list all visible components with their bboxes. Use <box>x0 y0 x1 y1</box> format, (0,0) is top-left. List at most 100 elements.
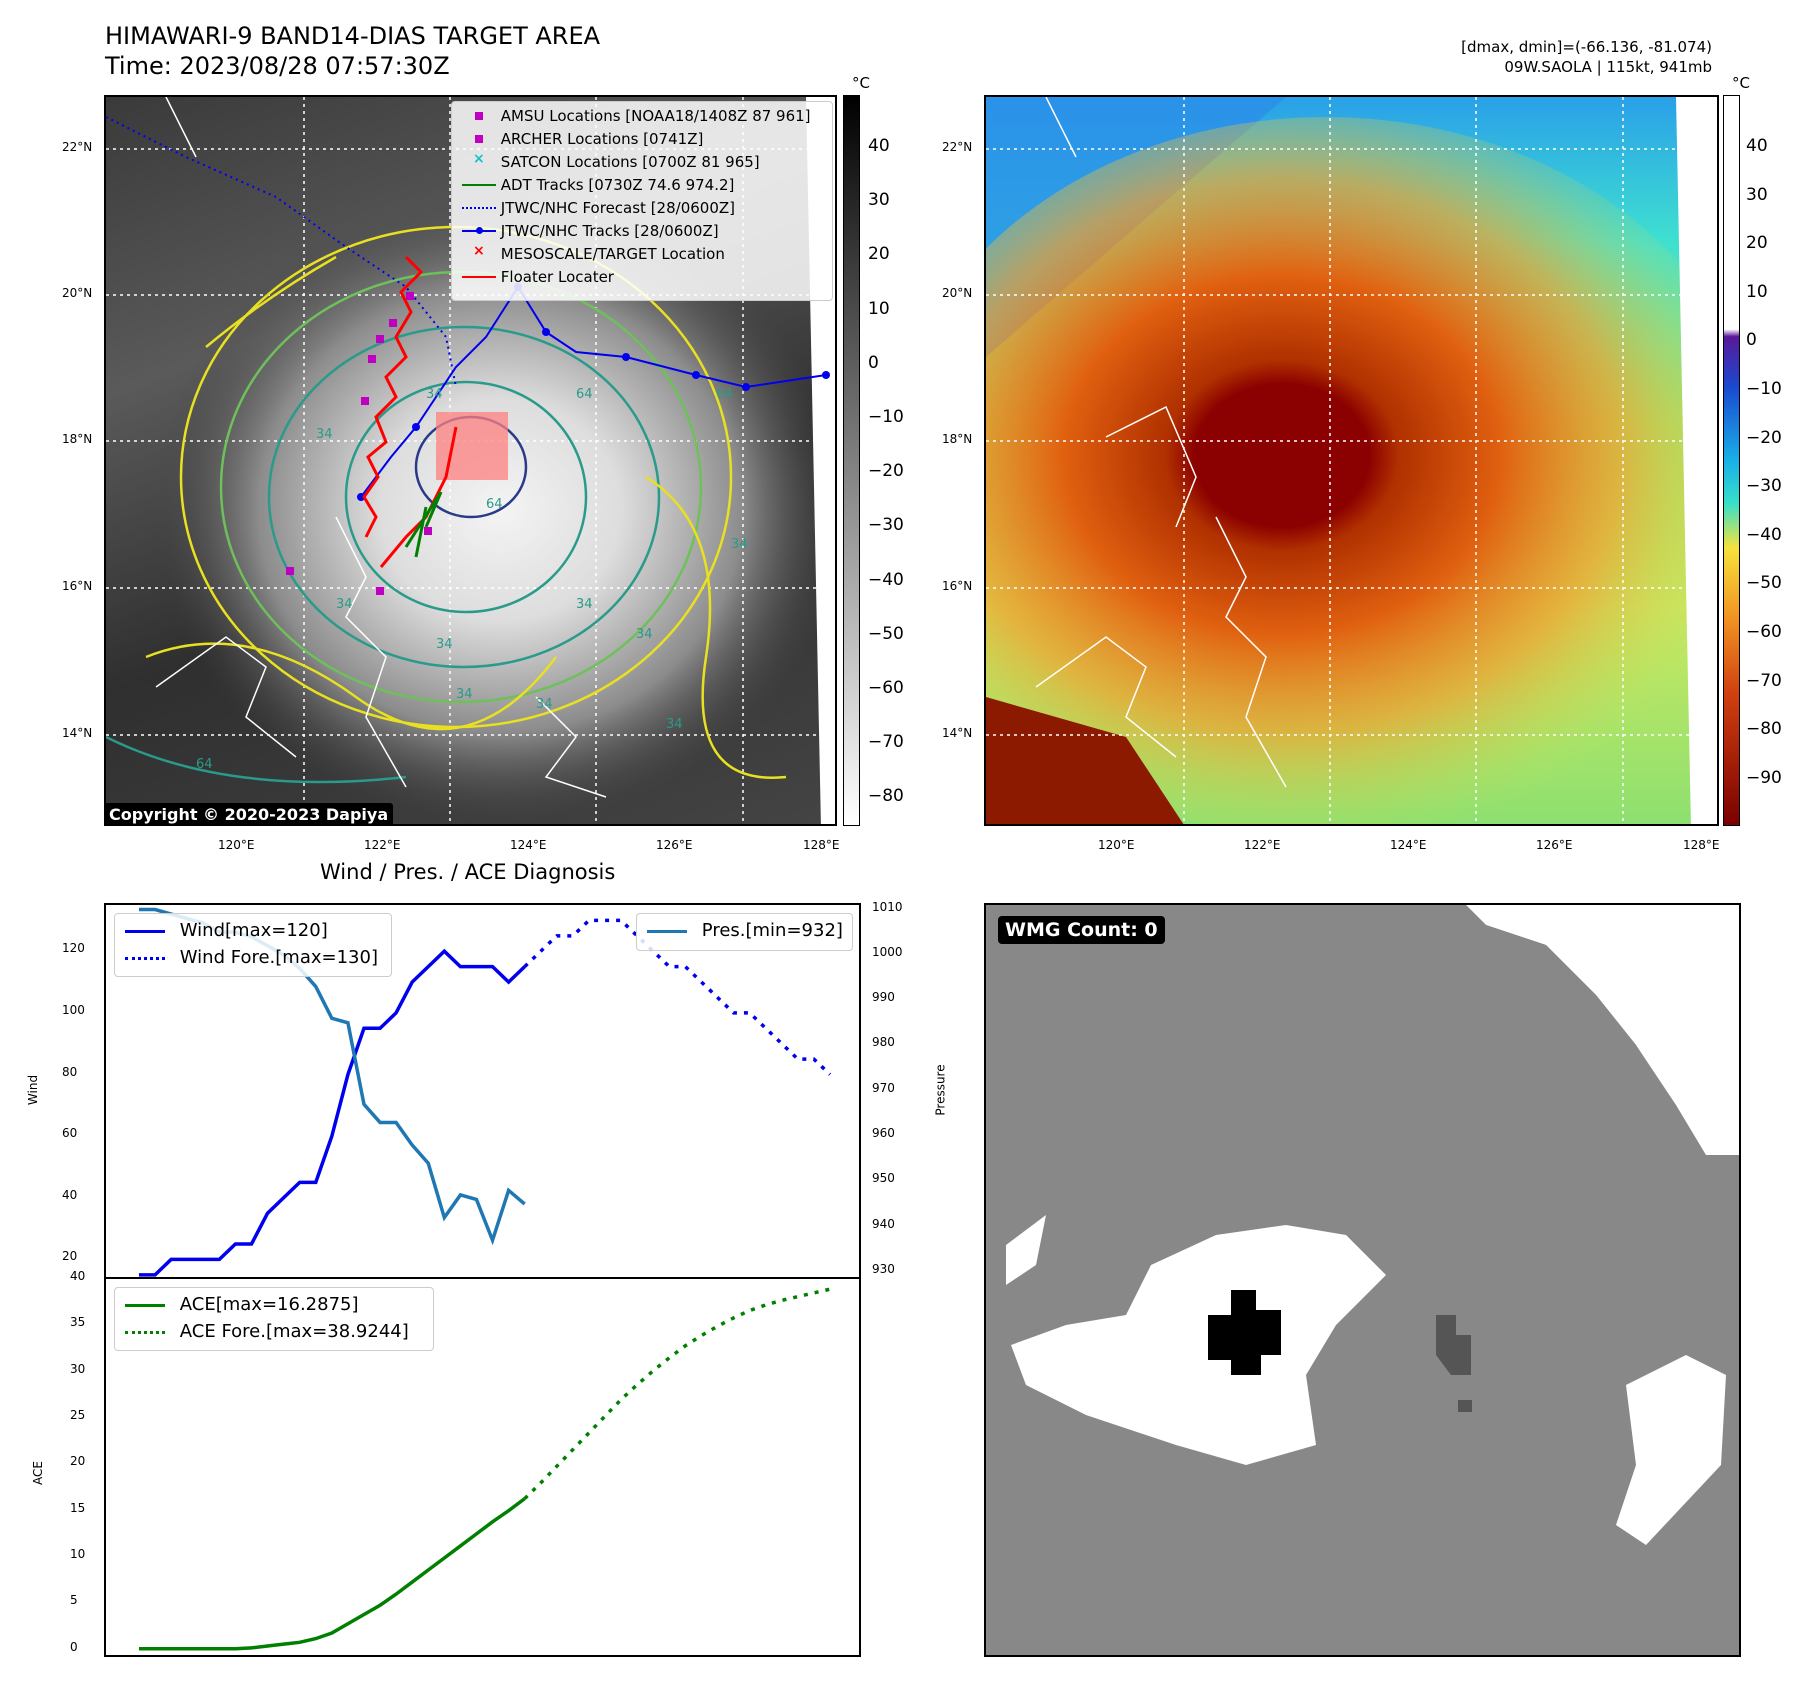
longitude-label: 124°E <box>510 838 547 852</box>
ace-line-icon <box>125 1295 165 1315</box>
pressure-tick-label: 990 <box>872 990 895 1005</box>
enhanced-colorbar-tick-label: −30 <box>1746 476 1782 497</box>
wind-tick-label: 40 <box>62 1187 78 1202</box>
ace-tick-label: 25 <box>70 1408 86 1423</box>
enhanced-colorbar-tick-label: 10 <box>1746 281 1768 302</box>
contour-label: 34 <box>436 637 453 652</box>
legend-item-ace-fore: ACE Fore.[max=38.9244] <box>125 1321 409 1342</box>
contour-label: 34 <box>636 627 653 642</box>
ace-series-line <box>139 1497 526 1651</box>
contour-label: 34 <box>456 687 473 702</box>
legend-item-floater: Floater Locater <box>462 267 614 287</box>
legend-item-adt: ADT Tracks [0730Z 74.6 974.2] <box>462 175 734 195</box>
wind-fore-dotted-icon <box>125 948 165 968</box>
pressure-tick-label: 1000 <box>872 944 903 959</box>
legend-item-wind: Wind[max=120] <box>125 920 328 941</box>
ir-colorbar-tick-label: −20 <box>868 461 904 482</box>
pressure-tick-label: 980 <box>872 1035 895 1050</box>
ir-colorbar-tick-label: −30 <box>868 515 904 536</box>
latitude-label: 18°N <box>942 432 973 446</box>
enhanced-colorbar <box>1723 95 1740 826</box>
forecast-dotted-icon <box>462 198 496 218</box>
pressure-legend: Pres.[min=932] <box>636 913 853 951</box>
mesoscale-x-icon: × <box>473 243 485 259</box>
latitude-label: 14°N <box>942 726 973 740</box>
enhanced-colorbar-tick-label: −50 <box>1746 573 1782 594</box>
longitude-label: 126°E <box>1536 838 1573 852</box>
contour-label: 34 <box>426 387 443 402</box>
longitude-label: 126°E <box>656 838 693 852</box>
latitude-label: 20°N <box>942 286 973 300</box>
longitude-label: 128°E <box>803 838 840 852</box>
ace-tick-label: 5 <box>70 1593 78 1608</box>
ace-fore-dotted-icon <box>125 1322 165 1342</box>
ir-colorbar-tick-label: 0 <box>868 352 879 373</box>
enhanced-colorbar-tick-label: −40 <box>1746 524 1782 545</box>
longitude-label: 122°E <box>1244 838 1281 852</box>
legend-item-satcon: × SATCON Locations [0700Z 81 965] <box>462 151 760 172</box>
chart-title: HIMAWARI-9 BAND14-DIAS TARGET AREA <box>105 22 601 50</box>
enhanced-colorbar-unit: °C <box>1732 74 1750 92</box>
storm-label: 09W.SAOLA | 115kt, 941mb <box>1504 58 1712 76</box>
contour-label: 34 <box>316 427 333 442</box>
enhanced-map-panel <box>984 95 1719 826</box>
enhanced-colorbar-tick-label: −60 <box>1746 622 1782 642</box>
ace-axis-label: ACE <box>30 1461 45 1485</box>
longitude-label: 122°E <box>364 838 401 852</box>
latitude-label: 18°N <box>62 432 93 446</box>
ir-colorbar-unit: °C <box>852 74 870 92</box>
enhanced-colorbar-tick-label: −10 <box>1746 379 1782 399</box>
contour-label: 34 <box>666 717 683 732</box>
enhanced-map-art <box>986 97 1717 824</box>
wind-forecast-series-line <box>523 918 832 1076</box>
ace-tick-label: 30 <box>70 1361 86 1376</box>
ace-axes: ACE[max=16.2875] ACE Fore.[max=38.9244] <box>104 1277 861 1657</box>
ace-tick-label: 10 <box>70 1547 86 1562</box>
legend-item-forecast: JTWC/NHC Forecast [28/0600Z] <box>462 198 735 218</box>
ace-forecast-series-line <box>523 1287 831 1500</box>
map-legend: AMSU Locations [NOAA18/1408Z 87 961] ARC… <box>451 101 833 301</box>
legend-item-tracks: JTWC/NHC Tracks [28/0600Z] <box>462 221 719 241</box>
pressure-tick-label: 940 <box>872 1216 895 1231</box>
pressure-tick-label: 970 <box>872 1080 895 1095</box>
latitude-label: 14°N <box>62 726 93 740</box>
ace-plot <box>139 1287 831 1651</box>
pressure-line-icon <box>647 921 687 941</box>
ace-tick-label: 20 <box>70 1454 86 1469</box>
archer-marker-icon <box>462 129 496 149</box>
legend-item-archer: ARCHER Locations [0741Z] <box>462 129 703 149</box>
contour-label: 64 <box>486 497 503 512</box>
enhanced-colorbar-tick-label: 20 <box>1746 233 1768 254</box>
ir-colorbar-tick-label: −80 <box>868 786 904 807</box>
wmg-art <box>986 905 1739 1655</box>
dmax-dmin-label: [dmax, dmin]=(-66.136, -81.074) <box>1461 38 1712 56</box>
ir-colorbar-tick-label: −70 <box>868 732 904 753</box>
ace-tick-label: 0 <box>70 1639 78 1654</box>
latitude-label: 22°N <box>62 140 93 154</box>
copyright-label: Copyright © 2020-2023 Dapiya <box>104 803 394 826</box>
pressure-tick-label: 960 <box>872 1126 895 1141</box>
diagnosis-title: Wind / Pres. / ACE Diagnosis <box>320 860 616 884</box>
wind-tick-label: 20 <box>62 1249 78 1264</box>
enhanced-colorbar-tick-label: −20 <box>1746 427 1782 448</box>
satcon-x-icon: × <box>473 151 485 167</box>
pressure-axis-label: Pressure <box>933 1064 948 1116</box>
legend-item-amsu: AMSU Locations [NOAA18/1408Z 87 961] <box>462 106 811 126</box>
legend-item-pressure: Pres.[min=932] <box>647 920 843 941</box>
ir-colorbar-tick-label: −40 <box>868 569 904 590</box>
ir-colorbar <box>843 95 860 826</box>
enhanced-colorbar-tick-label: −90 <box>1746 767 1782 788</box>
pressure-tick-label: 930 <box>872 1261 895 1276</box>
enhanced-colorbar-tick-label: −70 <box>1746 670 1782 691</box>
chart-time: Time: 2023/08/28 07:57:30Z <box>105 52 450 80</box>
ir-colorbar-tick-label: 30 <box>868 190 890 211</box>
wind-legend: Wind[max=120] Wind Fore.[max=130] <box>114 913 392 977</box>
ir-colorbar-tick-label: 20 <box>868 244 890 265</box>
latitude-label: 16°N <box>62 579 93 593</box>
longitude-label: 120°E <box>1098 838 1135 852</box>
contour-label: 64 <box>196 757 213 772</box>
wind-tick-label: 120 <box>62 941 85 956</box>
longitude-label: 120°E <box>218 838 255 852</box>
legend-item-ace: ACE[max=16.2875] <box>125 1294 359 1315</box>
floater-line-icon <box>462 267 496 287</box>
